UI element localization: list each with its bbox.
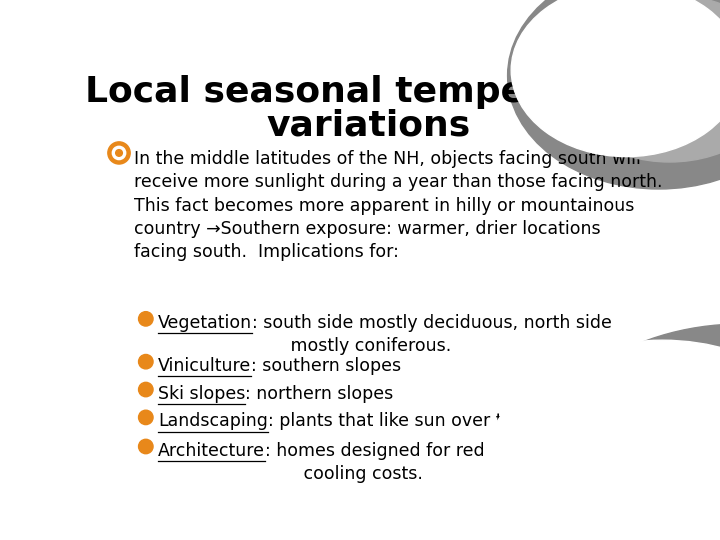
Text: Vegetation: Vegetation: [158, 314, 252, 332]
Ellipse shape: [138, 354, 153, 369]
Ellipse shape: [138, 440, 153, 454]
Text: : plants that like sun over the south side: : plants that like sun over the south si…: [268, 413, 620, 430]
Ellipse shape: [138, 312, 153, 326]
Text: Landscaping: Landscaping: [158, 413, 268, 430]
Text: : south side mostly deciduous, north side
       mostly coniferous.: : south side mostly deciduous, north sid…: [252, 314, 612, 355]
Text: In the middle latitudes of the NH, objects facing south will
receive more sunlig: In the middle latitudes of the NH, objec…: [133, 150, 662, 261]
Text: : northern slopes: : northern slopes: [246, 384, 394, 402]
Ellipse shape: [138, 410, 153, 424]
Ellipse shape: [112, 146, 126, 160]
Text: Ski slopes: Ski slopes: [158, 384, 246, 402]
Ellipse shape: [138, 382, 153, 397]
Text: Architecture: Architecture: [158, 442, 265, 460]
Text: Viniculture: Viniculture: [158, 357, 251, 375]
Text: variations: variations: [267, 109, 471, 143]
Text: : southern slopes: : southern slopes: [251, 357, 402, 375]
Text: : homes designed for reducing heating and
       cooling costs.: : homes designed for reducing heating an…: [265, 442, 642, 483]
Text: Local seasonal temperature: Local seasonal temperature: [85, 75, 653, 109]
Ellipse shape: [116, 150, 122, 156]
Ellipse shape: [108, 142, 130, 164]
